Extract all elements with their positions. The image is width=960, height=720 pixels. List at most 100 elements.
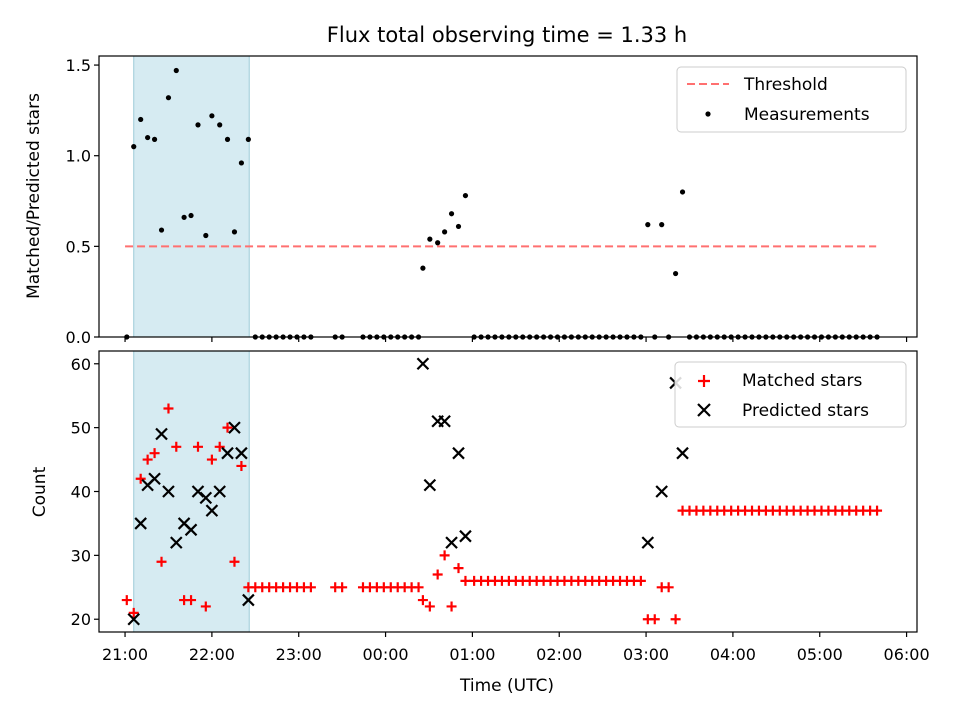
y-tick-label: 1.5 [66, 56, 91, 75]
measurements-point [245, 136, 251, 142]
measurements-point [203, 232, 209, 239]
predicted-stars-point [134, 517, 147, 530]
predicted-stars-point [148, 472, 161, 486]
x-tick-label: 06:00 [884, 645, 930, 664]
x-axis-label: Time (UTC) [459, 676, 554, 696]
legend-measurements-label: Measurements [744, 105, 870, 125]
matched-stars-point [142, 454, 153, 465]
legend-count: Matched stars Predicted stars [674, 361, 907, 428]
predicted-stars-point [127, 612, 141, 626]
predicted-stars-point [221, 446, 234, 460]
measurements-point [238, 160, 245, 166]
matched-stars-point [337, 582, 348, 593]
measurements-point [173, 67, 179, 74]
matched-stars-point [670, 614, 681, 625]
predicted-stars-point [655, 485, 668, 498]
y-tick-label: 60 [71, 355, 91, 374]
y-tick-label: 20 [71, 610, 91, 629]
predicted-stars-point [155, 427, 168, 441]
matched-stars-point [236, 460, 247, 471]
predicted-stars-point [205, 504, 219, 517]
predicted-stars-point [228, 421, 241, 434]
matched-stars-point [192, 441, 203, 452]
matched-stars-point [214, 441, 225, 452]
measurements-point [455, 223, 462, 230]
legend-measurements-swatch [705, 111, 711, 117]
measurements-point [131, 144, 137, 150]
measurements-point [679, 189, 686, 195]
x-tick-label: 22:00 [189, 645, 235, 664]
legend-predicted-label: Predicted stars [742, 401, 869, 421]
x-tick-label: 23:00 [276, 645, 322, 664]
predicted-stars-point [641, 536, 655, 549]
matched-stars-point [413, 582, 424, 593]
matched-stars-point [446, 601, 457, 612]
x-tick-label: 05:00 [797, 645, 843, 664]
axes-frame [98, 55, 918, 338]
panel-count: 20 30 40 50 60 21:00 22:00 23:00 00:00 01:00 02:00… [71, 350, 930, 664]
measurements-point [231, 229, 238, 235]
measurements-point [138, 116, 144, 123]
predicted-stars-point [213, 485, 226, 498]
legend-ratio: Threshold Measurements [676, 66, 907, 133]
measurements-point [420, 265, 426, 271]
predicted-stars-point [199, 491, 213, 505]
measurements-point [209, 113, 215, 119]
matched-stars-point [424, 601, 435, 612]
measurements-point [145, 134, 151, 141]
x-tick-label: 21:00 [102, 645, 148, 664]
shaded-span [133, 55, 250, 338]
predicted-stars-point [438, 414, 451, 428]
matched-stars-point [453, 563, 464, 574]
matched-stars-point [149, 448, 160, 459]
y-tick-label: 0.5 [66, 237, 91, 256]
measurements-point [158, 227, 165, 233]
y-tick-label: 50 [71, 419, 91, 438]
predicted-stars-point [676, 446, 689, 460]
legend-matched-swatch [698, 375, 710, 387]
measurements-point [181, 214, 187, 220]
predicted-stars-point [184, 523, 198, 537]
matched-stars-point [872, 505, 883, 516]
y-tick-label: 30 [71, 546, 91, 565]
shaded-span [133, 350, 250, 633]
matched-stars-point [135, 473, 146, 484]
measurements-point [427, 236, 433, 242]
predicted-stars-point [235, 446, 248, 460]
measurements-point [448, 211, 455, 217]
predicted-stars-point [423, 478, 437, 492]
y-tick-label: 1.0 [66, 147, 91, 166]
predicted-stars-point [459, 529, 472, 543]
predicted-stars-point [416, 357, 430, 371]
measurements-point [672, 270, 679, 277]
matched-stars-point [417, 595, 428, 606]
matched-stars-point [649, 614, 660, 625]
legend-frame [674, 361, 907, 428]
predicted-stars-point [242, 593, 255, 607]
chart-title: Flux total observing time = 1.33 h [327, 23, 687, 47]
measurements-point [645, 222, 651, 228]
matched-stars-point [439, 550, 450, 561]
x-tick-label: 04:00 [710, 645, 756, 664]
measurements-point [224, 136, 231, 142]
measurements-point [217, 122, 223, 128]
legend-matched-label: Matched stars [742, 371, 862, 391]
y-axis-label-ratio: Matched/Predicted stars [24, 93, 44, 299]
measurements-point [165, 95, 172, 101]
predicted-stars-point [452, 446, 465, 460]
matched-stars-point [222, 422, 233, 433]
matched-stars-point [200, 601, 211, 612]
panel-ratio: 0.0 0.5 1.0 1.5 [66, 55, 918, 347]
predicted-stars-point [162, 485, 175, 498]
y-tick-label: 40 [71, 483, 91, 502]
matched-stars-point [156, 556, 167, 567]
measurements-point [195, 122, 201, 128]
legend-frame [676, 66, 907, 133]
x-tick-label: 01:00 [449, 645, 495, 664]
legend-threshold-label: Threshold [743, 75, 828, 95]
matched-stars-point [128, 607, 139, 618]
measurements-point [188, 212, 194, 219]
matched-stars-point [186, 595, 197, 606]
measurements-point [462, 192, 469, 199]
predicted-stars-point [445, 536, 458, 549]
